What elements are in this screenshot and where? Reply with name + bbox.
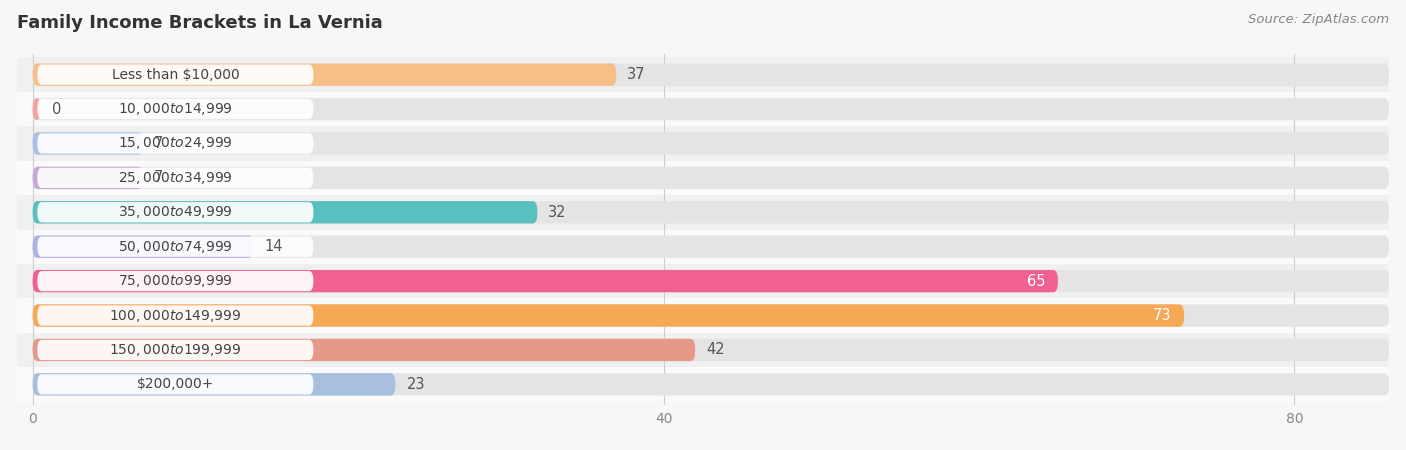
Text: $35,000 to $49,999: $35,000 to $49,999 (118, 204, 233, 220)
Text: Less than $10,000: Less than $10,000 (111, 68, 239, 81)
FancyBboxPatch shape (32, 201, 537, 224)
FancyBboxPatch shape (38, 271, 314, 291)
Text: $150,000 to $199,999: $150,000 to $199,999 (110, 342, 242, 358)
FancyBboxPatch shape (17, 298, 1389, 333)
FancyBboxPatch shape (32, 339, 1389, 361)
Text: $100,000 to $149,999: $100,000 to $149,999 (110, 307, 242, 324)
FancyBboxPatch shape (32, 270, 1057, 292)
Text: 0: 0 (52, 102, 60, 117)
Text: $200,000+: $200,000+ (136, 378, 214, 392)
Text: Source: ZipAtlas.com: Source: ZipAtlas.com (1249, 14, 1389, 27)
FancyBboxPatch shape (32, 63, 616, 86)
FancyBboxPatch shape (17, 58, 1389, 92)
FancyBboxPatch shape (32, 304, 1389, 327)
Text: 14: 14 (264, 239, 283, 254)
Text: 42: 42 (706, 342, 724, 357)
Text: $75,000 to $99,999: $75,000 to $99,999 (118, 273, 233, 289)
FancyBboxPatch shape (32, 235, 253, 258)
Text: 32: 32 (548, 205, 567, 220)
Text: $50,000 to $74,999: $50,000 to $74,999 (118, 238, 233, 255)
FancyBboxPatch shape (38, 306, 314, 326)
FancyBboxPatch shape (32, 98, 1389, 120)
FancyBboxPatch shape (38, 202, 314, 222)
FancyBboxPatch shape (17, 230, 1389, 264)
FancyBboxPatch shape (32, 63, 1389, 86)
Text: $10,000 to $14,999: $10,000 to $14,999 (118, 101, 233, 117)
Text: $15,000 to $24,999: $15,000 to $24,999 (118, 135, 233, 152)
FancyBboxPatch shape (32, 304, 1184, 327)
FancyBboxPatch shape (38, 237, 314, 257)
FancyBboxPatch shape (17, 126, 1389, 161)
FancyBboxPatch shape (32, 339, 695, 361)
FancyBboxPatch shape (32, 166, 143, 189)
FancyBboxPatch shape (17, 195, 1389, 230)
FancyBboxPatch shape (32, 98, 41, 120)
Text: $25,000 to $34,999: $25,000 to $34,999 (118, 170, 233, 186)
FancyBboxPatch shape (32, 235, 1389, 258)
Text: 7: 7 (155, 136, 163, 151)
FancyBboxPatch shape (32, 132, 1389, 155)
FancyBboxPatch shape (38, 340, 314, 360)
Text: Family Income Brackets in La Vernia: Family Income Brackets in La Vernia (17, 14, 382, 32)
FancyBboxPatch shape (17, 92, 1389, 126)
Text: 23: 23 (406, 377, 425, 392)
Text: 7: 7 (155, 171, 163, 185)
FancyBboxPatch shape (38, 64, 314, 85)
FancyBboxPatch shape (17, 161, 1389, 195)
FancyBboxPatch shape (32, 373, 395, 396)
FancyBboxPatch shape (17, 367, 1389, 401)
FancyBboxPatch shape (32, 132, 143, 155)
FancyBboxPatch shape (32, 373, 1389, 396)
FancyBboxPatch shape (32, 201, 1389, 224)
FancyBboxPatch shape (32, 270, 1389, 292)
FancyBboxPatch shape (17, 264, 1389, 298)
Text: 65: 65 (1026, 274, 1045, 288)
Text: 37: 37 (627, 67, 645, 82)
FancyBboxPatch shape (38, 168, 314, 188)
FancyBboxPatch shape (38, 374, 314, 395)
Text: 73: 73 (1153, 308, 1171, 323)
FancyBboxPatch shape (38, 133, 314, 153)
FancyBboxPatch shape (17, 333, 1389, 367)
FancyBboxPatch shape (32, 166, 1389, 189)
FancyBboxPatch shape (38, 99, 314, 119)
